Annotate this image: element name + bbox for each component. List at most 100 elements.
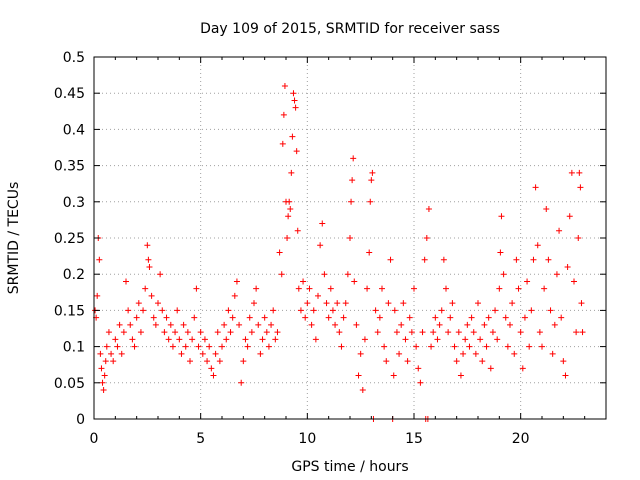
data-point: [338, 343, 345, 350]
data-point: [347, 235, 353, 241]
data-point: [436, 321, 443, 328]
data-point: [145, 256, 152, 263]
data-point: [547, 307, 554, 314]
data-point: [541, 285, 548, 292]
data-point: [127, 321, 134, 328]
data-point: [573, 329, 580, 336]
data-point: [125, 307, 132, 314]
data-point: [105, 329, 112, 336]
data-point: [470, 329, 477, 336]
data-point: [353, 321, 360, 328]
data-point: [317, 242, 324, 249]
data-point: [329, 307, 336, 314]
data-point: [163, 314, 170, 321]
data-point: [536, 329, 543, 336]
data-point: [455, 329, 462, 336]
data-point: [481, 321, 488, 328]
x-tick-label: 15: [405, 431, 423, 447]
data-point: [500, 271, 507, 278]
data-point: [210, 372, 217, 379]
data-point: [110, 358, 117, 365]
data-point: [219, 343, 225, 350]
data-point: [406, 314, 413, 321]
data-point: [361, 336, 368, 343]
data-point: [295, 285, 302, 292]
data-point: [479, 358, 486, 365]
data-point: [513, 256, 520, 263]
data-point: [423, 235, 430, 241]
data-point: [453, 358, 460, 365]
data-point: [116, 321, 123, 328]
y-axis-label: SRMTID / TECUs: [6, 182, 22, 295]
data-point: [457, 372, 464, 379]
data-point: [368, 177, 375, 184]
data-point: [336, 329, 343, 336]
data-point: [120, 329, 127, 336]
data-point: [206, 343, 213, 350]
data-point: [288, 169, 295, 176]
data-point: [430, 329, 437, 336]
data-point: [498, 213, 505, 220]
data-point: [297, 307, 304, 314]
data-point: [300, 278, 307, 285]
data-point: [381, 343, 388, 350]
data-point: [279, 140, 286, 147]
x-axis-ticks: 0 5 10 15 20: [90, 57, 607, 447]
data-point: [176, 336, 183, 343]
data-point: [129, 336, 136, 343]
data-point: [391, 307, 398, 314]
data-point: [551, 321, 558, 328]
data-point: [142, 285, 149, 292]
data-point: [449, 300, 456, 307]
data-point: [578, 300, 585, 307]
data-point: [94, 292, 101, 299]
data-point: [566, 213, 573, 220]
data-point: [451, 343, 458, 350]
data-point: [191, 314, 198, 321]
data-point: [223, 336, 230, 343]
data-point: [268, 321, 275, 328]
y-tick-label: 0: [76, 412, 85, 428]
data-point: [396, 350, 403, 357]
data-point: [509, 300, 516, 307]
data-point: [385, 300, 392, 307]
data-point: [99, 379, 106, 386]
data-point: [97, 350, 104, 357]
data-point: [511, 350, 518, 357]
data-point: [227, 329, 234, 336]
data-point: [193, 285, 200, 292]
data-point: [242, 336, 249, 343]
data-point: [562, 372, 569, 379]
data-point: [417, 379, 424, 386]
data-point: [286, 198, 293, 205]
data-point: [404, 358, 411, 365]
data-point: [571, 278, 577, 285]
data-point: [294, 227, 301, 234]
data-point: [413, 343, 420, 350]
data-point: [348, 198, 355, 205]
y-tick-label: 0.5: [63, 50, 85, 66]
data-point: [545, 256, 552, 263]
data-point: [408, 329, 415, 336]
data-point: [214, 329, 221, 336]
data-point: [246, 314, 253, 321]
data-point: [325, 314, 332, 321]
data-point: [278, 271, 285, 278]
data-point: [150, 314, 157, 321]
data-point: [321, 271, 328, 278]
data-point: [443, 285, 449, 292]
data-point: [140, 307, 147, 314]
data-point: [114, 343, 121, 350]
data-point: [131, 343, 138, 350]
data-point: [494, 336, 501, 343]
x-tick-label: 10: [298, 431, 316, 447]
data-point: [281, 82, 288, 89]
data-point: [556, 227, 563, 234]
data-point: [468, 314, 475, 321]
data-point: [306, 285, 313, 292]
data-point: [466, 343, 473, 350]
data-point: [229, 314, 236, 321]
data-point: [577, 184, 584, 191]
data-point: [157, 271, 164, 278]
